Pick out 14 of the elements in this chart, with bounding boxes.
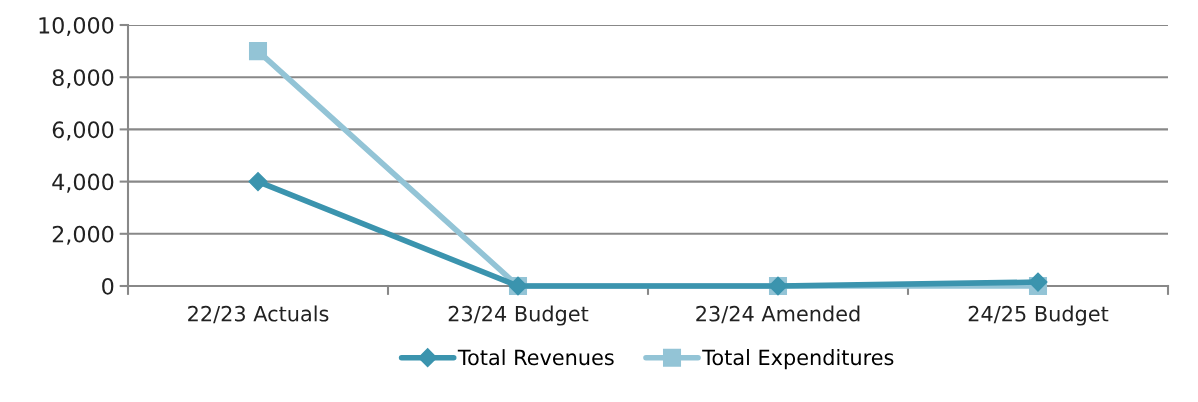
x-tick-label: 24/25 Budget [968,305,1109,326]
point [248,42,268,61]
legend-label: Total Expenditures [702,349,894,370]
x-tick-label: 23/24 Amended [696,305,860,324]
x-tick-label: 22/23 Actuals [188,305,329,324]
legend-label: Total Revenues [457,349,614,366]
y-tick-label: 8,000 [52,69,114,89]
y-tick-label: 2,000 [52,225,114,245]
y-tick-label: 4,000 [52,173,114,193]
y-tick-label: 10,000 [39,16,114,37]
y-tick-label: 6,000 [52,121,114,141]
y-tick-label: 0 [102,277,114,295]
point [248,172,268,192]
x-tick-label: 23/24 Budget [448,305,589,326]
